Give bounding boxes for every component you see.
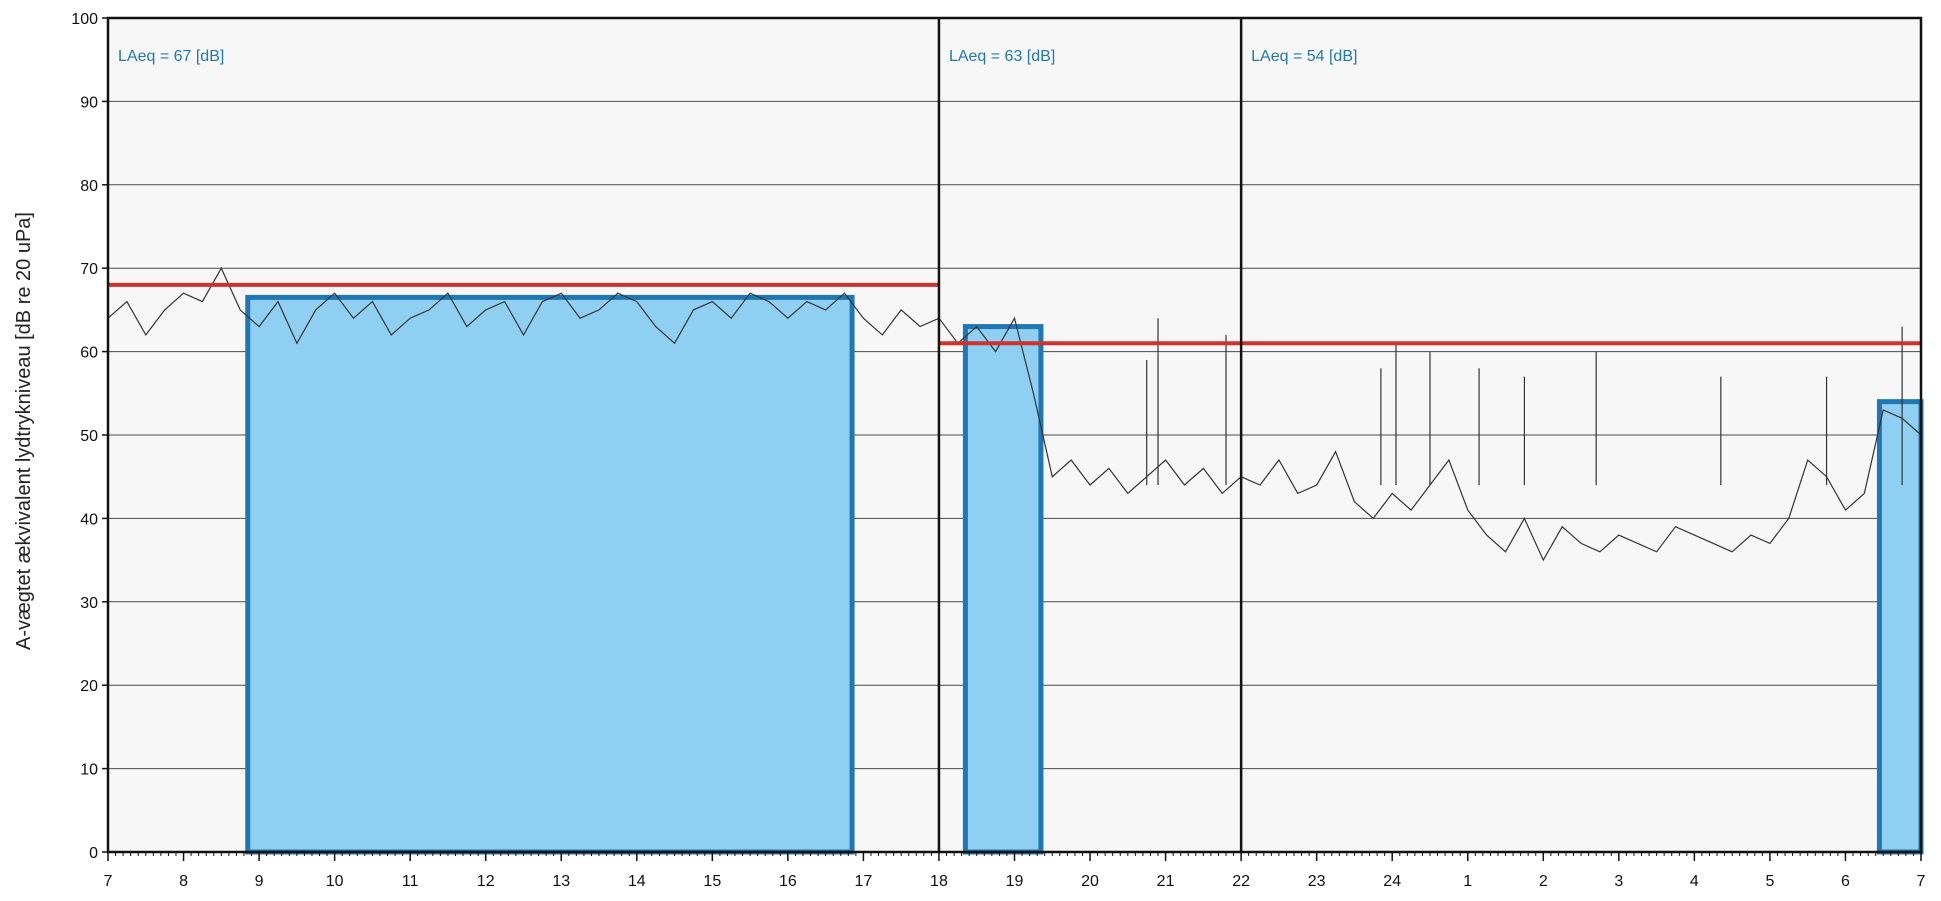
series-line [107,266,1922,562]
active-period-bar [245,294,855,855]
x-tick-label: 13 [552,873,570,890]
y-tick-label: 30 [80,595,98,612]
x-tick-label: 23 [1308,873,1326,890]
y-tick-label: 0 [89,845,98,862]
period-laeq-label: LAeq = 63 [dB] [949,48,1055,65]
x-tick-label: 15 [703,873,721,890]
x-tick-label: 2 [1539,873,1548,890]
y-tick-label: 10 [80,762,98,779]
x-tick-label: 6 [1841,873,1850,890]
x-tick-label: 20 [1081,873,1099,890]
x-tick-label: 7 [104,873,113,890]
period-laeq-label: LAeq = 54 [dB] [1251,48,1357,65]
x-tick-label: 12 [477,873,495,890]
x-tick-label: 11 [402,873,419,890]
x-tick-label: 19 [1006,873,1024,890]
x-tick-label: 22 [1232,873,1250,890]
x-tick-label: 4 [1690,873,1699,890]
y-tick-label: 60 [80,345,98,362]
x-tick-label: 18 [930,873,948,890]
x-tick-label: 21 [1157,873,1175,890]
x-tick-label: 24 [1383,873,1401,890]
x-tick-label: 8 [179,873,188,890]
x-tick-label: 17 [855,873,873,890]
x-tick-label: 16 [779,873,797,890]
y-tick-label: 90 [80,94,98,111]
y-tick-label: 100 [71,11,98,28]
active-period-bar [1876,399,1924,855]
x-tick-label: 10 [326,873,344,890]
y-tick-label: 80 [80,178,98,195]
period-laeq-label: LAeq = 67 [dB] [118,48,224,65]
x-tick-label: 7 [1917,873,1926,890]
y-tick-label: 20 [80,678,98,695]
x-tick-label: 3 [1614,873,1623,890]
x-tick-label: 9 [255,873,264,890]
y-tick-label: 70 [80,261,98,278]
y-tick-label: 50 [80,428,98,445]
x-tick-label: 5 [1765,873,1774,890]
x-tick-label: 1 [1463,873,1472,890]
active-period-bar [962,324,1044,855]
y-tick-label: 40 [80,511,98,528]
x-tick-label: 14 [628,873,646,890]
y-axis-label: A-vægtet ækvivalent lydtrykniveau [dB re… [13,212,35,650]
